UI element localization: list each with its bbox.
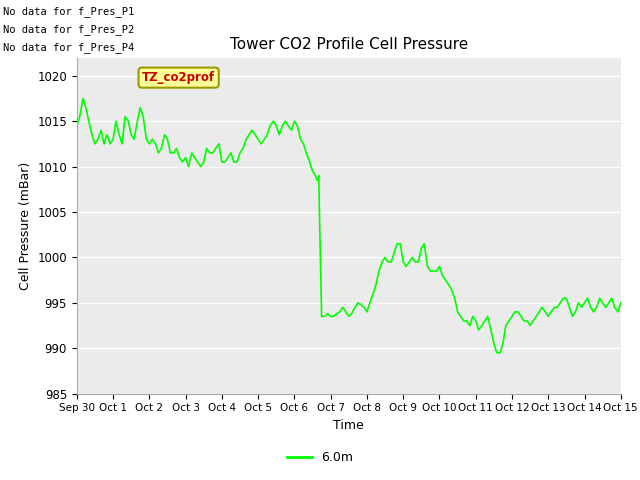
Text: No data for f_Pres_P4: No data for f_Pres_P4	[3, 42, 134, 53]
Y-axis label: Cell Pressure (mBar): Cell Pressure (mBar)	[19, 161, 32, 290]
Text: TZ_co2prof: TZ_co2prof	[142, 71, 215, 84]
Text: No data for f_Pres_P2: No data for f_Pres_P2	[3, 24, 134, 35]
Title: Tower CO2 Profile Cell Pressure: Tower CO2 Profile Cell Pressure	[230, 37, 468, 52]
X-axis label: Time: Time	[333, 419, 364, 432]
Legend: 6.0m: 6.0m	[282, 446, 358, 469]
Text: No data for f_Pres_P1: No data for f_Pres_P1	[3, 6, 134, 17]
